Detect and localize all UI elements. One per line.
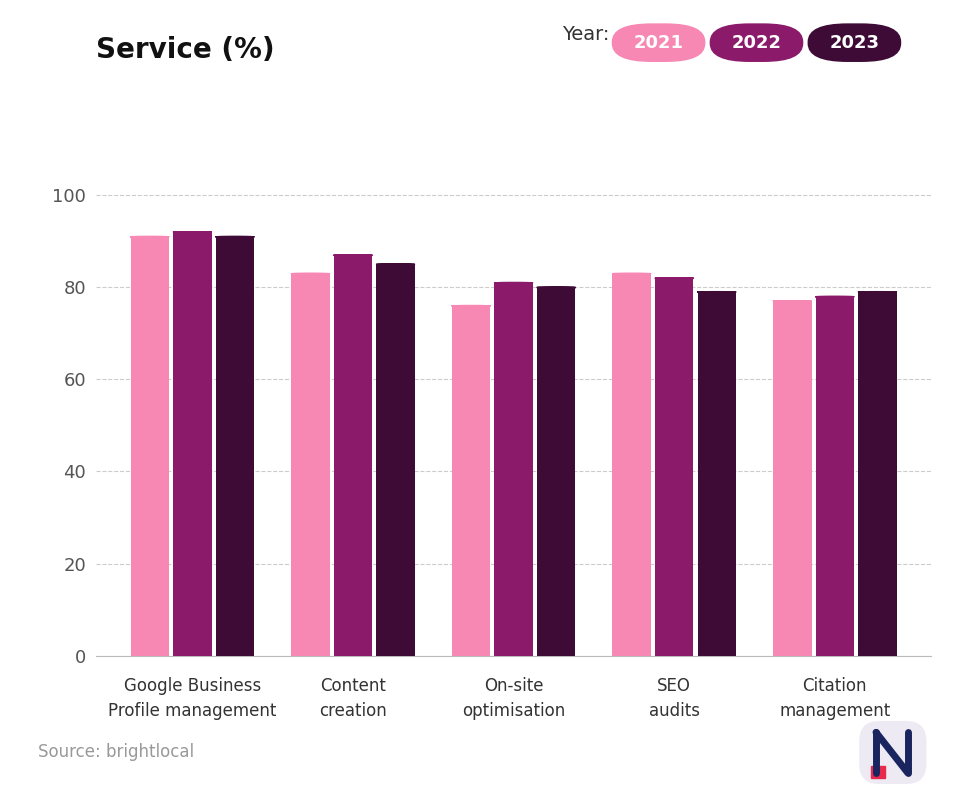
Bar <box>494 283 533 656</box>
Bar <box>858 292 897 656</box>
Bar <box>612 274 651 656</box>
Bar <box>131 237 169 656</box>
FancyBboxPatch shape <box>807 24 901 62</box>
Bar <box>698 292 736 656</box>
FancyBboxPatch shape <box>612 24 706 62</box>
Bar <box>816 297 854 656</box>
Text: 2023: 2023 <box>829 34 879 51</box>
Bar <box>537 288 575 656</box>
FancyBboxPatch shape <box>859 721 926 784</box>
Text: Source: brightlocal: Source: brightlocal <box>38 743 195 762</box>
Bar <box>291 274 329 656</box>
Text: 2022: 2022 <box>732 34 781 51</box>
Polygon shape <box>872 766 885 778</box>
FancyBboxPatch shape <box>709 24 804 62</box>
Bar <box>773 302 811 656</box>
Bar <box>173 232 211 656</box>
Bar <box>376 265 415 656</box>
Text: 2021: 2021 <box>634 34 684 51</box>
Bar <box>216 237 254 656</box>
Bar <box>334 255 372 656</box>
Text: Year:: Year: <box>562 25 609 44</box>
Bar <box>452 306 491 656</box>
Text: Service (%): Service (%) <box>96 36 275 63</box>
Bar <box>655 278 693 656</box>
